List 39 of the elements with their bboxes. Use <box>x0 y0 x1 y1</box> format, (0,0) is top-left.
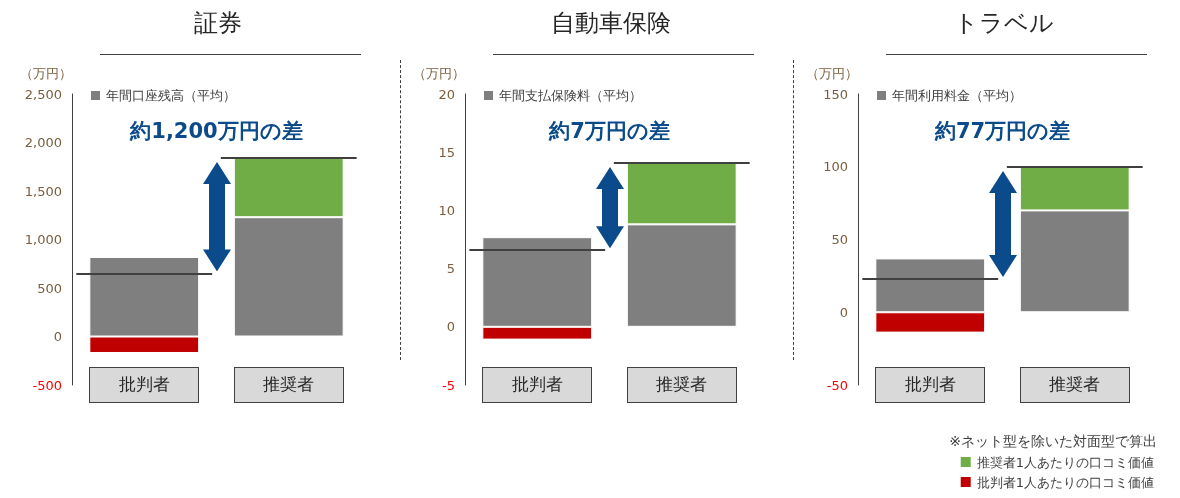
x-tick-label: 推奨者 <box>263 373 315 394</box>
y-tick-label: 50 <box>831 232 848 247</box>
annotation: 約77万円の差 <box>933 118 1071 143</box>
y-axis-title: （万円） <box>20 66 72 81</box>
y-tick-label: 2,500 <box>24 86 62 102</box>
y-axis-title: （万円） <box>413 66 465 81</box>
y-tick-label: 15 <box>438 144 455 160</box>
y-tick-label: 100 <box>823 159 848 175</box>
text: ※ネット型を除いた対面型で算出 <box>949 433 1157 449</box>
y-tick-label: 1,000 <box>24 232 62 247</box>
x-tick-label: 批判者 <box>511 373 563 394</box>
y-tick-label: 0 <box>53 329 62 344</box>
legend-label: 年間利用料金（平均） <box>892 88 1022 103</box>
legend-label: 年間支払保険料（平均） <box>499 88 642 103</box>
chart-title: 証券 <box>193 9 242 37</box>
y-tick-label: -50 <box>826 377 848 393</box>
legend-label: 推奨者1人あたりの口コミ価値 <box>976 454 1155 470</box>
x-tick-label: 批判者 <box>118 373 170 394</box>
annotation: 約1,200万円の差 <box>129 118 303 143</box>
y-tick-label: 10 <box>438 202 455 218</box>
x-tick-label: 推奨者 <box>656 373 708 394</box>
y-tick-label: 0 <box>446 319 455 335</box>
annotation: 約7万円の差 <box>548 118 670 143</box>
y-tick-label: 20 <box>438 86 455 102</box>
legend-label: 批判者1人あたりの口コミ価値 <box>976 474 1155 490</box>
chart-title: トラベル <box>953 9 1054 37</box>
y-tick-label: 1,500 <box>24 183 62 199</box>
y-tick-label: -5 <box>442 377 455 393</box>
y-tick-label: 0 <box>839 304 848 320</box>
y-tick-label: -500 <box>32 377 62 393</box>
y-tick-label: 2,000 <box>24 135 62 150</box>
y-tick-label: 5 <box>446 261 455 277</box>
x-tick-label: 批判者 <box>904 373 956 394</box>
y-tick-label: 500 <box>37 280 62 296</box>
y-tick-label: 150 <box>823 86 848 102</box>
y-axis-title: （万円） <box>806 66 858 81</box>
chart-title: 自動車保険 <box>550 9 671 37</box>
x-tick-label: 推奨者 <box>1049 373 1101 394</box>
legend-label: 年間口座残高（平均） <box>106 88 236 103</box>
